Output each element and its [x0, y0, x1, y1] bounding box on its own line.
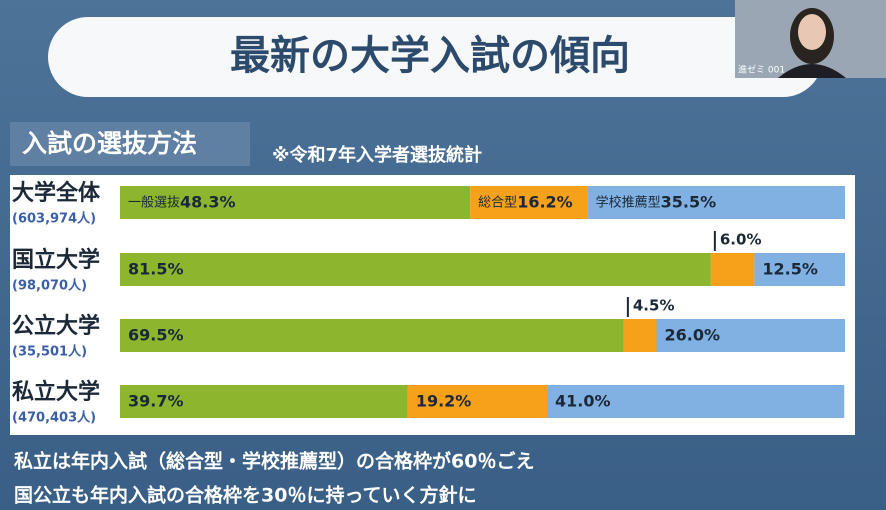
bar-segment	[407, 385, 548, 418]
webcam-face	[798, 14, 826, 50]
category-sublabel: (603,974人)	[12, 211, 96, 227]
bar-segment	[120, 186, 471, 219]
value-label: 16.2%	[517, 192, 573, 211]
value-label: 39.7%	[128, 391, 184, 410]
bar-segment	[547, 385, 845, 418]
value-label: 26.0%	[665, 325, 721, 344]
value-label: 35.5%	[661, 192, 717, 211]
value-label: 12.5%	[762, 259, 818, 278]
value-label-group: 学校推薦型35.5%	[596, 192, 717, 211]
value-label-group: 総合型16.2%	[478, 192, 573, 211]
value-label: 48.3%	[180, 192, 236, 211]
value-label-group: 81.5%	[128, 259, 184, 278]
series-name: 学校推薦型	[596, 194, 661, 210]
bar-segment	[120, 253, 711, 286]
bar-segment	[623, 319, 657, 352]
category-label: 国立大学	[12, 247, 100, 273]
category-label: 公立大学	[12, 313, 100, 339]
footer-line: 私立は年内入試（総合型・学校推薦型）の合格枠が60％ごえ	[14, 450, 534, 473]
value-label-group: 一般選抜48.3%	[128, 192, 236, 211]
bar-segment	[470, 186, 588, 219]
value-label: 19.2%	[416, 391, 472, 410]
section-box	[10, 122, 250, 166]
value-label: 4.5%	[633, 297, 675, 315]
plot: 大学全体 (603,974人) 一般選抜48.3% 総合型16.2% 学校推薦型35.5…	[12, 180, 845, 426]
bar-segment	[120, 385, 408, 418]
bar-segment	[710, 253, 755, 286]
webcam-label: 進ゼミ 001	[738, 64, 785, 76]
category-sublabel: (98,070人)	[12, 278, 87, 294]
note: ※令和7年入学者選抜統計	[272, 144, 482, 166]
series-name: 一般選抜	[128, 194, 180, 210]
value-label-group: 26.0%	[665, 325, 721, 344]
series-name: 総合型	[478, 195, 517, 210]
category-sublabel: (470,403人)	[12, 410, 96, 426]
value-label-group: 41.0%	[555, 391, 611, 410]
value-label-group: 39.7%	[128, 391, 184, 410]
value-label: 41.0%	[555, 391, 611, 410]
bar-segment	[587, 186, 845, 219]
value-label: 6.0%	[720, 231, 762, 249]
value-label-group: 69.5%	[128, 325, 184, 344]
bar-segment	[754, 253, 845, 286]
value-label: 81.5%	[128, 259, 184, 278]
category-sublabel: (35,501人)	[12, 344, 87, 360]
title: 最新の大学入試の傾向	[230, 33, 630, 79]
footer-line: 国公立も年内入試の合格枠を30％に持っていく方針に	[14, 484, 477, 507]
bar-segment	[656, 319, 845, 352]
section-label: 入試の選抜方法	[22, 129, 197, 158]
webcam-body	[778, 64, 846, 78]
title-box	[48, 17, 823, 97]
category-label: 大学全体	[12, 180, 101, 206]
category-label: 私立大学	[12, 379, 100, 405]
value-label-group: 19.2%	[416, 391, 472, 410]
value-label: 69.5%	[128, 325, 184, 344]
value-label-group: 12.5%	[762, 259, 818, 278]
webcam: 進ゼミ 001	[735, 0, 886, 78]
bar-segment	[120, 319, 624, 352]
